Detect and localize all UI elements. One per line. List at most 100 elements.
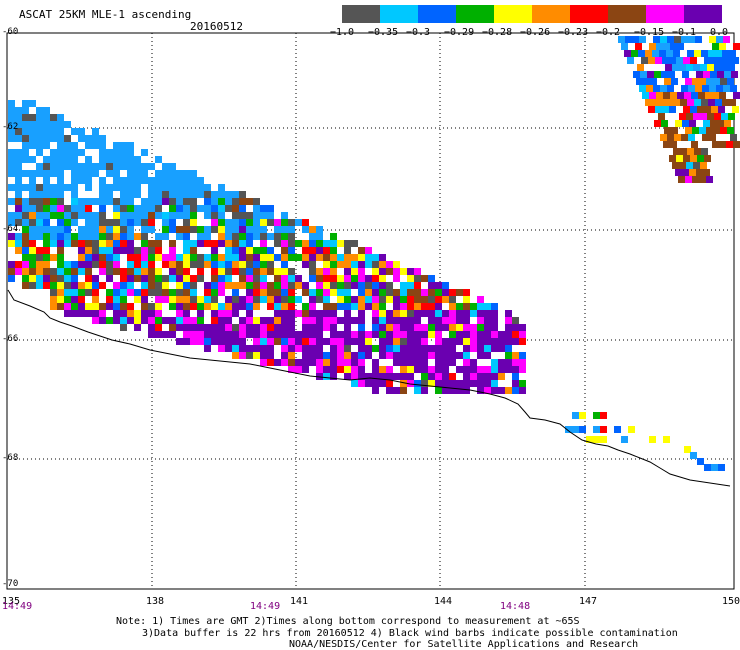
data-cell [393,338,400,345]
data-cell [372,317,379,324]
data-cell [57,121,64,128]
data-cell [267,254,274,261]
data-cell [365,345,372,352]
data-cell [218,205,225,212]
data-cell [169,303,176,310]
data-cell [400,331,407,338]
data-cell [183,191,190,198]
data-cell [106,149,113,156]
data-cell [505,359,512,366]
data-cell [239,191,246,198]
data-cell [239,352,246,359]
data-cell [703,120,710,127]
data-cell [428,275,435,282]
data-cell [435,366,442,373]
data-cell [169,191,176,198]
data-cell [92,212,99,219]
data-cell [190,177,197,184]
data-cell [267,338,274,345]
coastline [7,289,731,487]
data-cell [414,310,421,317]
data-cell [316,359,323,366]
product-date: 20160512 [190,20,243,33]
data-cell [183,324,190,331]
data-cell [274,254,281,261]
data-cell [295,275,302,282]
data-cell [724,120,731,127]
data-cell [64,149,71,156]
data-cell [239,219,246,226]
data-cell [141,289,148,296]
data-cell [614,426,621,433]
data-cell [677,92,684,99]
data-cell [316,338,323,345]
data-cell [723,85,730,92]
data-cell [449,352,456,359]
data-cell [211,338,218,345]
data-cell [295,296,302,303]
data-cell [663,43,670,50]
data-cell [593,426,600,433]
data-cell [57,261,64,268]
data-cell [57,205,64,212]
data-cell [645,50,652,57]
data-cell [22,170,29,177]
data-cell [57,296,64,303]
longitude-label: 144 [434,596,453,607]
data-cell [246,226,253,233]
data-cell [267,233,274,240]
data-cell [197,254,204,261]
data-cell [449,359,456,366]
data-cell [71,170,78,177]
data-cell [71,205,78,212]
data-cell [414,380,421,387]
data-cell [295,338,302,345]
data-cell [225,331,232,338]
data-cell [274,303,281,310]
data-cell [92,149,99,156]
data-cell [639,85,646,92]
data-cell [407,331,414,338]
data-cell [15,121,22,128]
data-cell [127,240,134,247]
data-cell [85,163,92,170]
data-cell [85,303,92,310]
data-cell [176,303,183,310]
data-cell [635,43,642,50]
data-cell [106,268,113,275]
data-cell [421,359,428,366]
data-cell [470,366,477,373]
data-cell [197,240,204,247]
data-cell [85,240,92,247]
data-cell [288,366,295,373]
data-cell [288,247,295,254]
data-cell [386,331,393,338]
data-cell [709,134,716,141]
data-cell [183,247,190,254]
data-cell [365,254,372,261]
data-cell [709,36,716,43]
data-cell [414,331,421,338]
data-cell [302,352,309,359]
data-cell [246,310,253,317]
data-cell [288,282,295,289]
data-cell [660,36,667,43]
data-cell [155,331,162,338]
data-cell [712,141,719,148]
data-cell [647,71,654,78]
data-cell [428,296,435,303]
data-cell [57,275,64,282]
data-cell [421,366,428,373]
data-cell [442,380,449,387]
data-cell [674,36,681,43]
data-cell [253,338,260,345]
data-cell [491,373,498,380]
data-cell [253,275,260,282]
data-cell [50,303,57,310]
data-cell [8,149,15,156]
data-cell [162,163,169,170]
data-cell [372,345,379,352]
data-cell [78,268,85,275]
data-cell [323,268,330,275]
data-cell [505,345,512,352]
